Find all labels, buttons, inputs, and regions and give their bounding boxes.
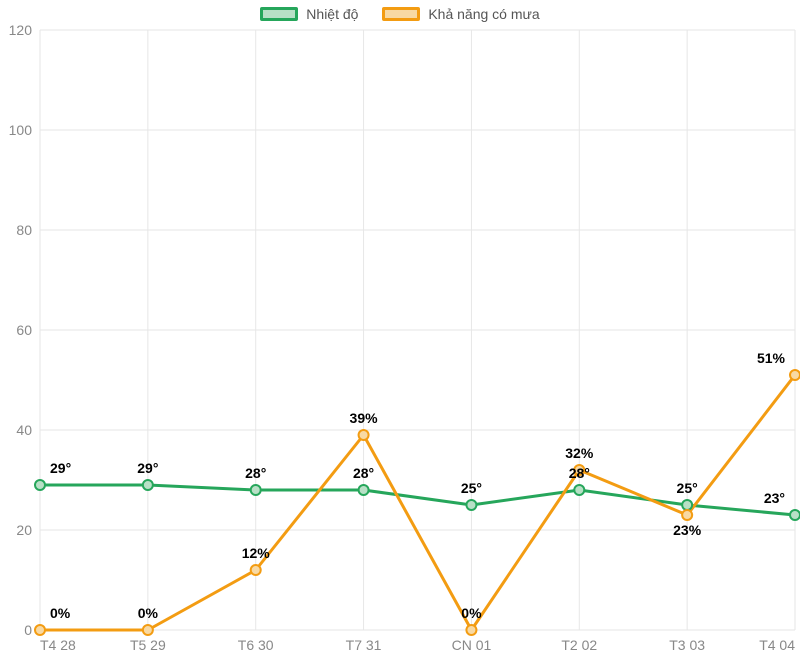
chart-svg: 0 20 40 60 80 100 120 T4 28 T5 29 T6 30 T7 31 CN 01…: [0, 0, 800, 660]
svg-text:25°: 25°: [461, 480, 482, 496]
legend-swatch-temperature: [260, 7, 298, 21]
svg-text:T6 30: T6 30: [238, 637, 274, 653]
svg-text:100: 100: [9, 122, 33, 138]
weather-chart: Nhiệt độ Khả năng có mưa 0 20 40 60 80 100 120…: [0, 0, 800, 660]
svg-text:29°: 29°: [137, 460, 158, 476]
legend-item-rain: Khả năng có mưa: [382, 6, 539, 22]
svg-text:T3 03: T3 03: [669, 637, 705, 653]
svg-text:28°: 28°: [245, 465, 266, 481]
svg-text:39%: 39%: [350, 410, 379, 426]
legend-label-rain: Khả năng có mưa: [428, 6, 539, 22]
svg-text:60: 60: [16, 322, 32, 338]
svg-text:0%: 0%: [50, 605, 71, 621]
svg-text:25°: 25°: [677, 480, 698, 496]
svg-text:23°: 23°: [764, 490, 785, 506]
svg-text:12%: 12%: [242, 545, 271, 561]
svg-text:28°: 28°: [353, 465, 374, 481]
legend-label-temperature: Nhiệt độ: [306, 6, 358, 22]
svg-text:0%: 0%: [138, 605, 159, 621]
svg-text:28°: 28°: [569, 465, 590, 481]
svg-text:40: 40: [16, 422, 32, 438]
svg-text:32%: 32%: [565, 445, 594, 461]
svg-text:CN 01: CN 01: [452, 637, 492, 653]
svg-text:51%: 51%: [757, 350, 786, 366]
svg-text:0%: 0%: [461, 605, 482, 621]
svg-text:T7 31: T7 31: [346, 637, 382, 653]
svg-text:T5 29: T5 29: [130, 637, 166, 653]
svg-text:23%: 23%: [673, 522, 702, 538]
chart-legend: Nhiệt độ Khả năng có mưa: [0, 6, 800, 24]
svg-text:80: 80: [16, 222, 32, 238]
svg-text:120: 120: [9, 22, 33, 38]
svg-text:29°: 29°: [50, 460, 71, 476]
svg-text:20: 20: [16, 522, 32, 538]
svg-text:T4 04: T4 04: [759, 637, 795, 653]
svg-text:0: 0: [24, 622, 32, 638]
svg-text:T2 02: T2 02: [561, 637, 597, 653]
svg-text:T4 28: T4 28: [40, 637, 76, 653]
legend-item-temperature: Nhiệt độ: [260, 6, 358, 22]
legend-swatch-rain: [382, 7, 420, 21]
